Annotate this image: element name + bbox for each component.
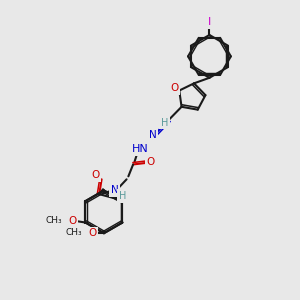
Text: O: O xyxy=(170,83,178,93)
Text: O: O xyxy=(92,170,100,181)
Text: N: N xyxy=(111,185,119,195)
Text: CH₃: CH₃ xyxy=(46,216,62,225)
Text: HN: HN xyxy=(132,144,149,154)
Text: O: O xyxy=(88,228,97,238)
Text: O: O xyxy=(146,157,155,167)
Text: CH₃: CH₃ xyxy=(66,228,82,237)
Text: H: H xyxy=(161,118,168,128)
Text: O: O xyxy=(68,216,77,226)
Text: I: I xyxy=(208,17,211,28)
Text: H: H xyxy=(119,191,126,201)
Text: N: N xyxy=(149,130,157,140)
